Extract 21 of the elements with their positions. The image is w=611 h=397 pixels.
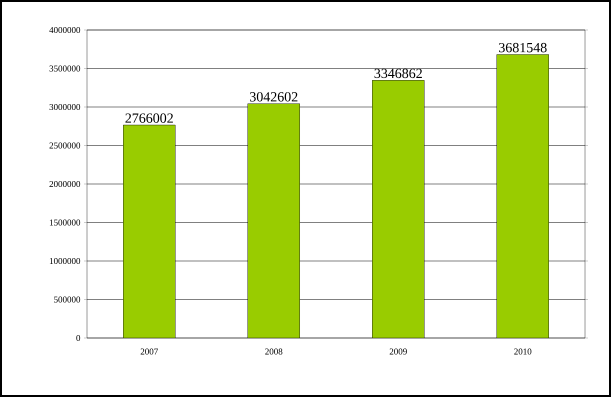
y-tick-label: 1500000 [50, 219, 80, 226]
data-label: 3681548 [499, 42, 547, 52]
bar [372, 80, 424, 338]
x-tick-label: 2010 [514, 348, 532, 355]
y-tick-label: 0 [76, 334, 80, 342]
bar [123, 124, 176, 338]
y-tick-label: 4000000 [49, 26, 80, 34]
x-tick-label: 2008 [265, 348, 282, 355]
y-tick-label: 3500000 [50, 65, 80, 72]
data-label: 3346862 [374, 68, 422, 78]
x-tick-label: 2009 [390, 348, 407, 355]
y-tick-label: 2500000 [49, 142, 80, 149]
y-tick-label: 500000 [54, 296, 80, 303]
bar [496, 54, 549, 338]
data-label: 3042602 [250, 92, 298, 102]
y-tick-label: 3000000 [50, 104, 80, 110]
bar [248, 104, 300, 338]
y-tick-label: 1000000 [50, 258, 80, 264]
x-tick-label: 2007 [140, 348, 158, 355]
data-label: 2766002 [125, 113, 173, 123]
y-tick-label: 2000000 [49, 180, 80, 188]
